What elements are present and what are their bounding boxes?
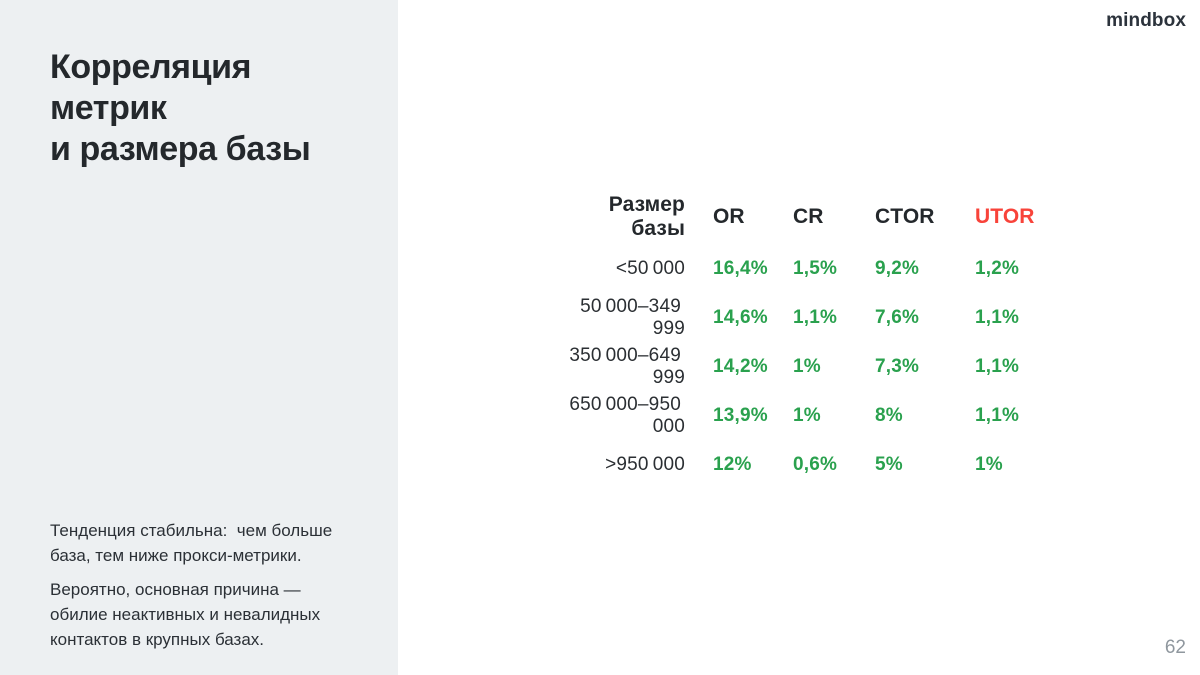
cell-cr: 1% bbox=[793, 404, 821, 426]
cell-cr: 1,5% bbox=[793, 257, 838, 279]
cell-utor: 1,1% bbox=[975, 306, 1020, 328]
header-size: Размер базы bbox=[608, 193, 685, 240]
cell-size: 650 000–950 000 bbox=[569, 393, 685, 437]
table-row: <50 000 16,4% 1,5% 9,2% 1,2% bbox=[553, 244, 1065, 293]
cell-cr: 0,6% bbox=[793, 453, 838, 475]
slide-title: Корреляция метрик и размера базы bbox=[50, 47, 311, 170]
table-row: 650 000–950 000 13,9% 1% 8% 1,1% bbox=[553, 391, 1065, 440]
sidebar-panel: Корреляция метрик и размера базы Тенденц… bbox=[0, 0, 398, 675]
table-row: 50 000–349 999 14,6% 1,1% 7,6% 1,1% bbox=[553, 293, 1065, 342]
cell-ctor: 7,3% bbox=[875, 355, 920, 377]
cell-ctor: 8% bbox=[875, 404, 903, 426]
note-paragraph: Тенденция стабильна: чем больше база, те… bbox=[50, 521, 333, 565]
cell-size: >950 000 bbox=[605, 453, 685, 475]
page-number: 62 bbox=[1164, 637, 1186, 658]
cell-size: <50 000 bbox=[615, 257, 685, 279]
cell-utor: 1,1% bbox=[975, 404, 1020, 426]
cell-cr: 1,1% bbox=[793, 306, 838, 328]
header-cr: CR bbox=[793, 205, 824, 228]
cell-or: 13,9% bbox=[713, 404, 768, 426]
cell-utor: 1,2% bbox=[975, 257, 1020, 279]
mindbox-logo: mindbox bbox=[1106, 10, 1186, 31]
cell-size: 50 000–349 999 bbox=[580, 295, 685, 339]
cell-size: 350 000–649 999 bbox=[569, 344, 685, 388]
note-paragraph: Вероятно, основная причина — обилие неак… bbox=[50, 580, 321, 649]
notes-block: Тенденция стабильна: чем больше база, те… bbox=[50, 518, 350, 661]
cell-ctor: 7,6% bbox=[875, 306, 920, 328]
table-header-row: Размер базы OR CR CTOR UTOR bbox=[553, 190, 1065, 244]
table-row: 350 000–649 999 14,2% 1% 7,3% 1,1% bbox=[553, 342, 1065, 391]
cell-or: 14,2% bbox=[713, 355, 768, 377]
cell-or: 16,4% bbox=[713, 257, 768, 279]
metrics-table: Размер базы OR CR CTOR UTOR <50 000 16,4… bbox=[553, 190, 1065, 489]
cell-utor: 1% bbox=[975, 453, 1003, 475]
cell-cr: 1% bbox=[793, 355, 821, 377]
cell-or: 14,6% bbox=[713, 306, 768, 328]
cell-or: 12% bbox=[713, 453, 752, 475]
header-or: OR bbox=[713, 205, 745, 228]
title-line: и размера базы bbox=[50, 130, 311, 168]
title-line: метрик bbox=[50, 89, 167, 127]
header-ctor: CTOR bbox=[875, 205, 935, 228]
cell-utor: 1,1% bbox=[975, 355, 1020, 377]
table-row: >950 000 12% 0,6% 5% 1% bbox=[553, 440, 1065, 489]
cell-ctor: 9,2% bbox=[875, 257, 920, 279]
cell-ctor: 5% bbox=[875, 453, 903, 475]
title-line: Корреляция bbox=[50, 48, 252, 86]
header-utor: UTOR bbox=[975, 205, 1035, 228]
